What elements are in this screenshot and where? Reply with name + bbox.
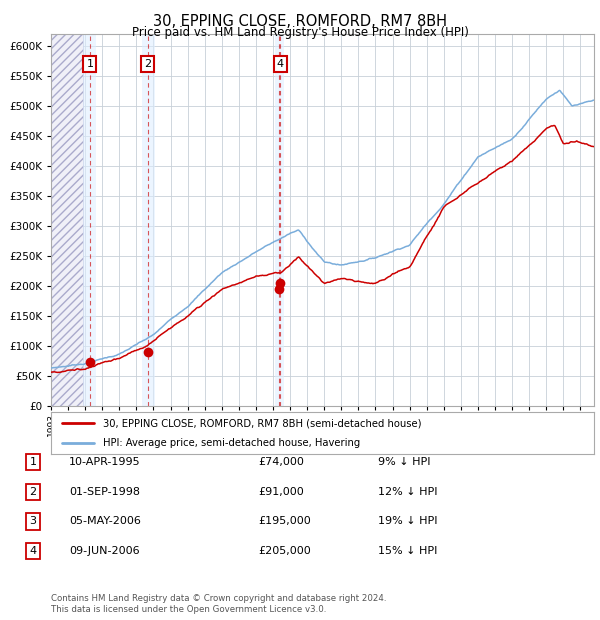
Text: 2: 2 [144, 59, 151, 69]
Text: 15% ↓ HPI: 15% ↓ HPI [378, 546, 437, 556]
Text: Price paid vs. HM Land Registry's House Price Index (HPI): Price paid vs. HM Land Registry's House … [131, 26, 469, 39]
Text: 10-APR-1995: 10-APR-1995 [69, 457, 140, 467]
Bar [142, 34, 155, 406]
Text: 01-SEP-1998: 01-SEP-1998 [69, 487, 140, 497]
Text: 30, EPPING CLOSE, ROMFORD, RM7 8BH: 30, EPPING CLOSE, ROMFORD, RM7 8BH [153, 14, 447, 29]
Text: 09-JUN-2006: 09-JUN-2006 [69, 546, 140, 556]
Text: £74,000: £74,000 [258, 457, 304, 467]
Text: £195,000: £195,000 [258, 516, 311, 526]
Text: £91,000: £91,000 [258, 487, 304, 497]
Bar [51, 34, 83, 406]
Text: 4: 4 [277, 59, 284, 69]
Text: 30, EPPING CLOSE, ROMFORD, RM7 8BH (semi-detached house): 30, EPPING CLOSE, ROMFORD, RM7 8BH (semi… [103, 418, 421, 428]
Text: £205,000: £205,000 [258, 546, 311, 556]
Text: 19% ↓ HPI: 19% ↓ HPI [378, 516, 437, 526]
Bar [275, 34, 284, 406]
Text: 3: 3 [29, 516, 37, 526]
Text: Contains HM Land Registry data © Crown copyright and database right 2024.
This d: Contains HM Land Registry data © Crown c… [51, 595, 386, 614]
Text: 05-MAY-2006: 05-MAY-2006 [69, 516, 141, 526]
Text: 1: 1 [29, 457, 37, 467]
Bar [83, 34, 96, 406]
Text: 2: 2 [29, 487, 37, 497]
Text: HPI: Average price, semi-detached house, Havering: HPI: Average price, semi-detached house,… [103, 438, 360, 448]
Text: 1: 1 [86, 59, 94, 69]
Text: 9% ↓ HPI: 9% ↓ HPI [378, 457, 431, 467]
Text: 12% ↓ HPI: 12% ↓ HPI [378, 487, 437, 497]
Text: 4: 4 [29, 546, 37, 556]
